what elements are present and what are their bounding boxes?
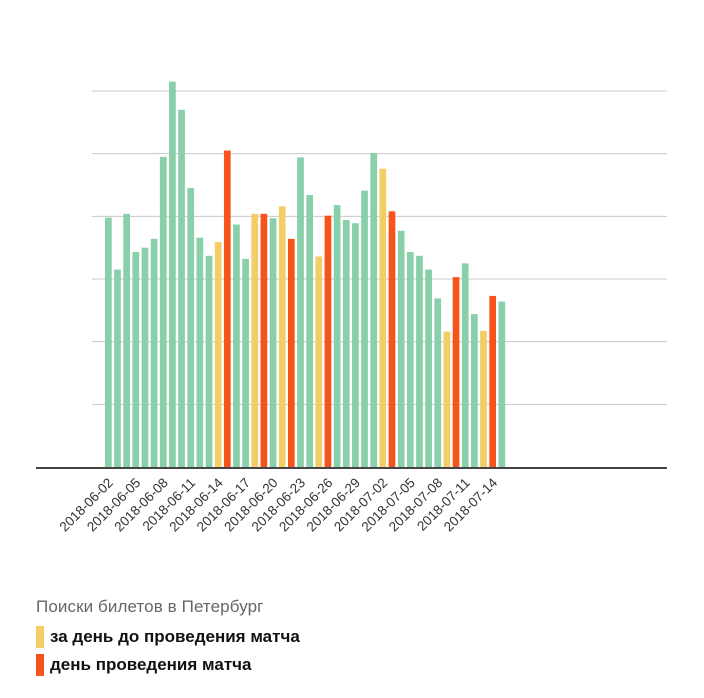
x-axis-tick-labels: 2018-06-022018-06-052018-06-082018-06-11… — [57, 475, 501, 535]
bars — [105, 81, 506, 468]
bar-2018-06-05 — [132, 252, 140, 467]
bar-2018-06-03 — [114, 269, 121, 467]
bar-2018-06-30 — [361, 190, 368, 467]
bar-2018-07-04 — [397, 230, 405, 467]
bar-2018-06-17 — [242, 258, 249, 467]
bar-2018-06-14 — [214, 242, 222, 467]
bar-2018-06-23 — [297, 157, 304, 467]
bar-2018-07-09 — [443, 331, 451, 467]
bar-chart: 2018-06-022018-06-052018-06-082018-06-11… — [36, 81, 667, 535]
bar-2018-06-07 — [150, 238, 158, 467]
bar-2018-06-20 — [269, 218, 277, 467]
bar-2018-06-04 — [123, 213, 130, 467]
bar-2018-07-13 — [480, 331, 487, 467]
bar-2018-07-02 — [379, 168, 387, 467]
bar-2018-07-14 — [489, 295, 496, 467]
legend-swatch-day-before — [36, 626, 44, 648]
bar-2018-06-11 — [187, 188, 195, 467]
bar-2018-06-09 — [169, 81, 176, 467]
bar-2018-06-10 — [178, 109, 185, 468]
bar-2018-07-10 — [452, 277, 460, 467]
bar-2018-06-28 — [342, 220, 350, 467]
bar-2018-06-26 — [324, 215, 332, 467]
bar-2018-07-08 — [434, 298, 442, 467]
bar-2018-07-06 — [416, 255, 423, 467]
bar-2018-06-27 — [333, 205, 341, 467]
legend-label-match-day: день проведения матча — [50, 655, 252, 674]
bar-2018-06-25 — [315, 256, 323, 467]
legend-item-match-day: день проведения матча — [36, 651, 300, 679]
bar-2018-06-24 — [306, 195, 313, 467]
bar-2018-06-18 — [251, 213, 259, 467]
legend: Поиски билетов в Петербург за день до пр… — [36, 597, 300, 679]
bar-2018-07-07 — [425, 269, 432, 467]
bar-2018-06-29 — [352, 223, 359, 467]
bar-2018-07-05 — [406, 252, 414, 467]
bar-2018-06-15 — [223, 150, 231, 468]
chart-title: Поиски билетов в Петербург — [36, 597, 264, 616]
bar-2018-06-22 — [288, 238, 295, 467]
bar-2018-06-16 — [233, 224, 240, 467]
legend-swatch-match-day — [36, 654, 44, 676]
bar-2018-07-12 — [471, 314, 478, 467]
legend-item-day-before: за день до проведения матча — [36, 623, 300, 651]
bar-2018-07-11 — [461, 263, 469, 467]
bar-2018-07-01 — [370, 153, 378, 468]
bar-2018-06-12 — [196, 237, 204, 467]
bar-2018-07-15 — [498, 301, 506, 467]
bar-2018-06-02 — [105, 217, 112, 467]
bar-2018-07-03 — [388, 211, 396, 467]
bar-2018-06-08 — [159, 156, 167, 468]
legend-label-day-before: за день до проведения матча — [50, 627, 300, 646]
bar-2018-06-19 — [260, 213, 268, 467]
bar-2018-06-21 — [278, 206, 286, 467]
bar-2018-06-13 — [205, 255, 213, 467]
bar-2018-06-06 — [141, 247, 149, 467]
